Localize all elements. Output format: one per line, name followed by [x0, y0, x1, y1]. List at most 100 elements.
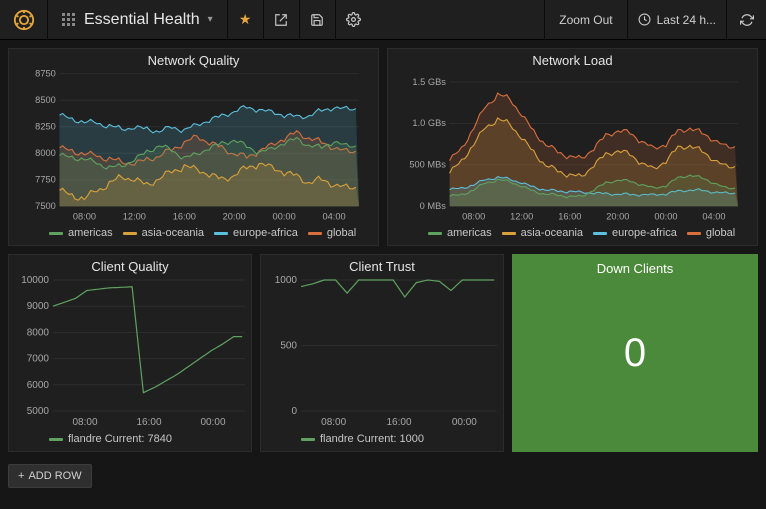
svg-text:1.0 GBs: 1.0 GBs: [412, 118, 446, 128]
panel-network-load[interactable]: Network Load 0 MBs500 MBs1.0 GBs1.5 GBs0…: [387, 48, 758, 246]
chart-area: 75007750800082508500875008:0012:0016:002…: [9, 70, 378, 223]
svg-text:00:00: 00:00: [273, 211, 296, 221]
legend-item[interactable]: americas: [428, 227, 492, 239]
svg-text:16:00: 16:00: [558, 211, 581, 221]
svg-text:1000: 1000: [275, 276, 298, 286]
legend-label: global: [706, 227, 735, 239]
legend-label: europe-africa: [233, 227, 298, 239]
legend-swatch: [502, 232, 516, 235]
star-button[interactable]: ★: [228, 0, 264, 40]
legend-swatch: [301, 438, 315, 441]
row-2: Client Quality 5000600070008000900010000…: [8, 254, 758, 452]
legend-item[interactable]: global: [308, 227, 356, 239]
svg-text:7000: 7000: [27, 354, 50, 365]
svg-text:500 MBs: 500 MBs: [409, 160, 446, 170]
legend-swatch: [593, 232, 607, 235]
refresh-button[interactable]: [726, 0, 766, 40]
svg-text:20:00: 20:00: [606, 211, 629, 221]
legend-item[interactable]: asia-oceania: [502, 227, 583, 239]
legend-label: europe-africa: [612, 227, 677, 239]
svg-text:04:00: 04:00: [702, 211, 725, 221]
grafana-logo-icon: [13, 9, 35, 31]
legend-swatch: [308, 232, 322, 235]
svg-text:08:00: 08:00: [321, 417, 346, 428]
top-bar: Essential Health ▾ ★ Zoom Out Last 24 h.…: [0, 0, 766, 40]
legend: americas asia-oceania europe-africa global: [388, 223, 757, 245]
svg-text:08:00: 08:00: [73, 211, 96, 221]
legend-label: flandre Current: 1000: [320, 433, 424, 445]
svg-text:8000: 8000: [35, 148, 56, 158]
add-row-button[interactable]: + ADD ROW: [8, 464, 92, 488]
svg-text:16:00: 16:00: [173, 211, 196, 221]
chevron-down-icon: ▾: [208, 14, 213, 25]
grafana-logo[interactable]: [0, 0, 48, 40]
legend-label: americas: [68, 227, 113, 239]
time-range-button[interactable]: Last 24 h...: [627, 0, 726, 40]
settings-button[interactable]: [336, 0, 372, 40]
zoom-out-button[interactable]: Zoom Out: [544, 0, 626, 40]
add-row-label: ADD ROW: [28, 470, 81, 482]
save-button[interactable]: [300, 0, 336, 40]
legend-swatch: [49, 232, 63, 235]
save-icon: [310, 13, 324, 27]
dashboard-title: Essential Health: [84, 11, 200, 29]
legend-label: flandre Current: 7840: [68, 433, 172, 445]
panel-title: Client Trust: [261, 255, 503, 276]
svg-text:7750: 7750: [35, 175, 56, 185]
legend-item[interactable]: asia-oceania: [123, 227, 204, 239]
legend-swatch: [123, 232, 137, 235]
legend-label: asia-oceania: [142, 227, 204, 239]
svg-text:8250: 8250: [35, 122, 56, 132]
legend-item[interactable]: europe-africa: [214, 227, 298, 239]
stat-value: 0: [624, 331, 646, 376]
svg-text:500: 500: [280, 341, 297, 352]
legend-item: flandre Current: 1000: [301, 433, 424, 445]
panel-network-quality[interactable]: Network Quality 750077508000825085008750…: [8, 48, 379, 246]
legend-item: flandre Current: 7840: [49, 433, 172, 445]
svg-text:10000: 10000: [21, 276, 49, 286]
svg-text:00:00: 00:00: [654, 211, 677, 221]
panel-down-clients[interactable]: Down Clients 0: [512, 254, 758, 452]
svg-text:08:00: 08:00: [72, 417, 97, 428]
row-1: Network Quality 750077508000825085008750…: [8, 48, 758, 246]
legend: flandre Current: 1000: [261, 429, 503, 451]
gear-icon: [346, 12, 361, 27]
zoom-out-label: Zoom Out: [559, 13, 612, 27]
svg-text:8750: 8750: [35, 70, 56, 78]
share-button[interactable]: [264, 0, 300, 40]
legend: americas asia-oceania europe-africa global: [9, 223, 378, 245]
svg-text:08:00: 08:00: [462, 211, 485, 221]
dashboard-picker[interactable]: Essential Health ▾: [48, 0, 228, 40]
panel-title: Network Load: [388, 49, 757, 70]
svg-text:20:00: 20:00: [223, 211, 246, 221]
svg-text:8500: 8500: [35, 95, 56, 105]
svg-text:16:00: 16:00: [136, 417, 161, 428]
refresh-icon: [740, 13, 754, 27]
panel-title: Client Quality: [9, 255, 251, 276]
svg-text:5000: 5000: [27, 406, 50, 417]
panel-client-trust[interactable]: Client Trust 0500100008:0016:0000:00 fla…: [260, 254, 504, 452]
panel-client-quality[interactable]: Client Quality 5000 6000 7000 8000 9000 10000…: [8, 254, 252, 452]
legend-label: americas: [447, 227, 492, 239]
svg-text:00:00: 00:00: [452, 417, 477, 428]
legend-item[interactable]: global: [687, 227, 735, 239]
legend-swatch: [687, 232, 701, 235]
star-icon: ★: [239, 11, 252, 28]
share-icon: [274, 13, 288, 27]
legend-swatch: [214, 232, 228, 235]
legend-item[interactable]: europe-africa: [593, 227, 677, 239]
legend-item[interactable]: americas: [49, 227, 113, 239]
svg-text:9000: 9000: [27, 301, 50, 312]
legend-label: global: [327, 227, 356, 239]
time-range-label: Last 24 h...: [657, 13, 716, 27]
panel-title: Down Clients: [513, 261, 757, 276]
clock-icon: [638, 13, 651, 26]
svg-text:12:00: 12:00: [510, 211, 533, 221]
svg-text:8000: 8000: [27, 327, 50, 338]
svg-text:04:00: 04:00: [322, 211, 345, 221]
svg-text:6000: 6000: [27, 380, 50, 391]
legend: flandre Current: 7840: [9, 429, 251, 451]
legend-swatch: [428, 232, 442, 235]
chart-area: 0500100008:0016:0000:00: [261, 276, 503, 429]
svg-text:0 MBs: 0 MBs: [420, 201, 447, 211]
